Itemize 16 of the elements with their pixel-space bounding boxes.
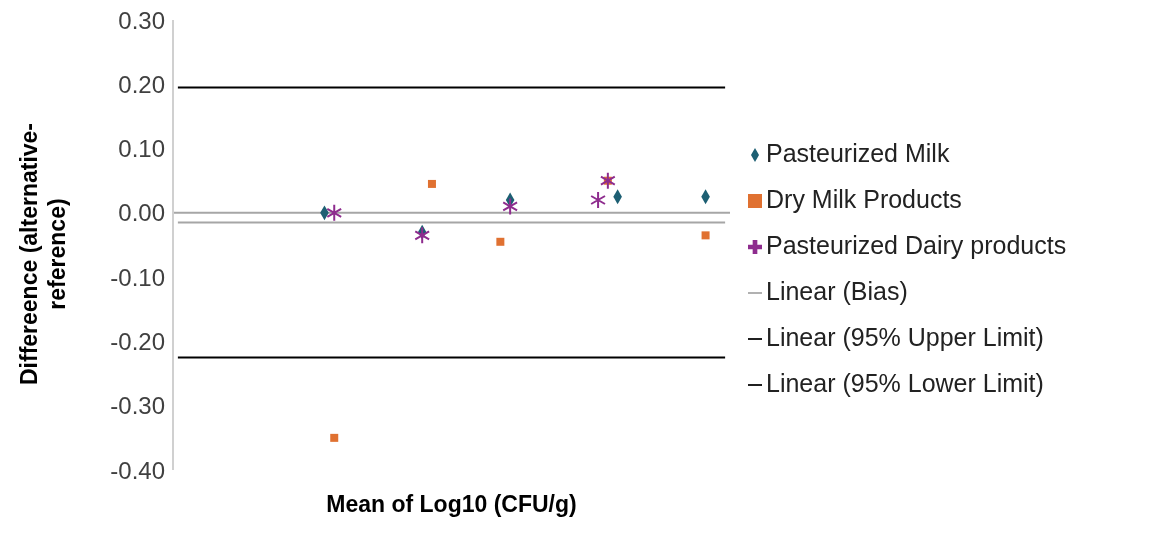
- y-tick-label: 0.00: [118, 199, 165, 227]
- x-axis-title: Mean of Log10 (CFU/g): [326, 491, 577, 517]
- y-tick-label: 0.30: [118, 6, 165, 34]
- y-tick-label: 0.10: [118, 135, 165, 163]
- legend-label: Linear (Bias): [766, 277, 908, 305]
- y-tick-label: 0.20: [118, 70, 165, 98]
- y-tick-label: -0.40: [110, 456, 165, 484]
- legend-label: Linear (95% Lower Limit): [766, 369, 1044, 397]
- y-tick-label: -0.30: [110, 392, 165, 420]
- legend-label: Pasteurized Dairy products: [766, 231, 1067, 259]
- y-tick-label: -0.10: [110, 263, 165, 291]
- legend-label: Dry Milk Products: [766, 185, 962, 213]
- y-axis-title: Differeence (alternative-reference): [15, 122, 71, 388]
- y-tick-label: -0.20: [110, 327, 165, 355]
- legend-label: Linear (95% Upper Limit): [766, 323, 1044, 351]
- legend-label: Pasteurized Milk: [766, 139, 950, 167]
